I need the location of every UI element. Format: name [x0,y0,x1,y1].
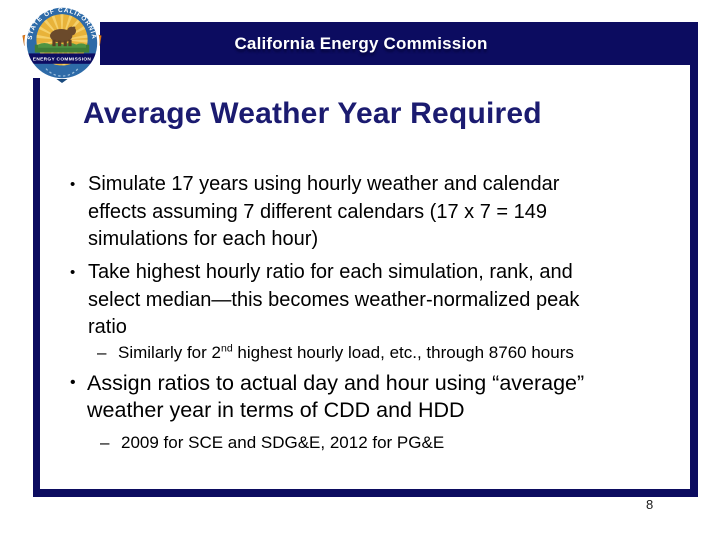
frame-border-right [690,64,698,497]
bullet-marker: • [70,374,76,391]
sub-bullet-line: Similarly for 2nd highest hourly load, e… [118,342,574,362]
bullet-line: weather year in terms of CDD and HDD [87,397,465,422]
bullet-marker: • [70,176,76,193]
cec-seal-logo: ENERGY COMMISSION STATE OF CALIFORNIA [22,5,102,83]
header-title: California Energy Commission [234,33,488,53]
bullet-line: Take highest hourly ratio for each simul… [88,261,573,283]
header-bar: California Energy Commission [100,22,698,65]
seal-banner-text: ENERGY COMMISSION [33,57,92,63]
frame-border-bottom [33,489,698,497]
dash-marker: – [100,433,110,452]
sub-bullet-similarly: – Similarly for 2nd highest hourly load,… [97,343,574,363]
bullet-item-assign-ratios: • Assign ratios to actual day and hour u… [70,370,584,423]
bullet-marker: • [70,264,76,281]
bullet-line: Assign ratios to actual day and hour usi… [87,371,585,395]
bullet-item-simulate: • Simulate 17 years using hourly weather… [70,171,559,254]
frame-border-left [33,78,40,497]
sub-bullet-years: – 2009 for SCE and SDG&E, 2012 for PG&E [100,433,444,453]
bullet-line: ratio [88,316,127,338]
bullet-line: effects assuming 7 different calendars (… [88,200,547,223]
bullet-line: select median—this becomes weather-norma… [88,288,580,311]
bullet-line: simulations for each hour) [88,228,319,250]
slide-title: Average Weather Year Required [83,97,542,130]
dash-marker: – [97,343,107,362]
sub-bullet-line: 2009 for SCE and SDG&E, 2012 for PG&E [121,433,445,452]
bear-icon [50,26,76,47]
bullet-line: Simulate 17 years using hourly weather a… [88,173,560,195]
page-number: 8 [646,497,654,512]
bullet-item-take-highest: • Take highest hourly ratio for each sim… [70,259,579,342]
